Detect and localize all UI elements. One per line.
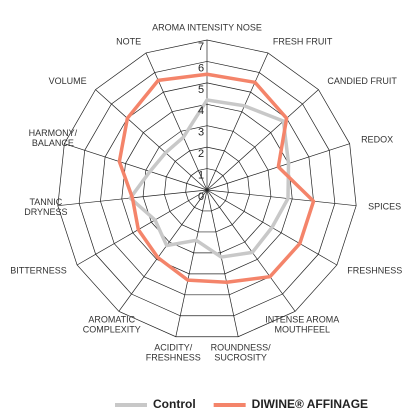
spoke <box>76 189 208 266</box>
spoke <box>118 189 208 312</box>
tick-label: 6 <box>198 62 204 74</box>
category-label: FRESHNESS <box>146 353 201 363</box>
category-label: DRYNESS <box>24 207 67 217</box>
spoke <box>206 189 296 312</box>
category-label: SPICES <box>368 201 401 211</box>
tick-label: 3 <box>198 127 204 139</box>
category-label: VOLUME <box>49 76 87 86</box>
spoke <box>145 52 208 191</box>
spoke <box>206 89 319 191</box>
tick-label: 5 <box>198 84 204 96</box>
tick-label: 2 <box>198 148 204 160</box>
series-line <box>128 98 291 259</box>
grid-ring <box>142 125 272 254</box>
grid-ring <box>57 39 357 338</box>
series-line <box>117 72 316 284</box>
grid-ring <box>164 146 250 233</box>
grid-ring <box>100 82 314 296</box>
tick-label: 1 <box>198 169 204 181</box>
tick-label: 4 <box>198 105 204 117</box>
spoke <box>206 52 269 191</box>
category-label: SUCROSITY <box>214 353 267 363</box>
category-label: FRESH FRUIT <box>273 36 333 46</box>
category-label: TANNIC <box>29 197 62 207</box>
category-label: COMPLEXITY <box>83 324 141 334</box>
tick-label: 0 <box>198 191 204 203</box>
grid-ring <box>78 61 336 317</box>
spoke <box>175 189 208 337</box>
grid-ring <box>121 103 293 275</box>
category-label: AROMA INTENSITY NOSE <box>152 22 262 32</box>
category-label: CANDIED FRUIT <box>327 76 397 86</box>
tick-label: 7 <box>198 41 204 53</box>
category-label: MOUTHFEEL <box>274 324 330 334</box>
category-label: INTENSE AROMA <box>265 314 339 324</box>
category-label: AROMATIC <box>88 314 135 324</box>
category-label: FRESHNESS <box>347 265 402 275</box>
legend-label: Control <box>153 397 196 411</box>
grid-ring <box>185 168 229 212</box>
legend-label: DIWINE® AFFINAGE <box>252 397 368 411</box>
spoke <box>64 143 208 191</box>
category-label: ACIDITY/ <box>154 343 193 353</box>
spoke <box>206 189 239 337</box>
spoke <box>206 189 357 207</box>
category-label: HARMONY/ <box>29 128 78 138</box>
category-label: NOTE <box>116 36 141 46</box>
category-label: REDOX <box>361 134 393 144</box>
spoke <box>95 89 208 191</box>
category-label: BITTERNESS <box>10 265 67 275</box>
category-label: ROUNDNESS/ <box>211 343 272 353</box>
category-label: BALANCE <box>32 138 74 148</box>
